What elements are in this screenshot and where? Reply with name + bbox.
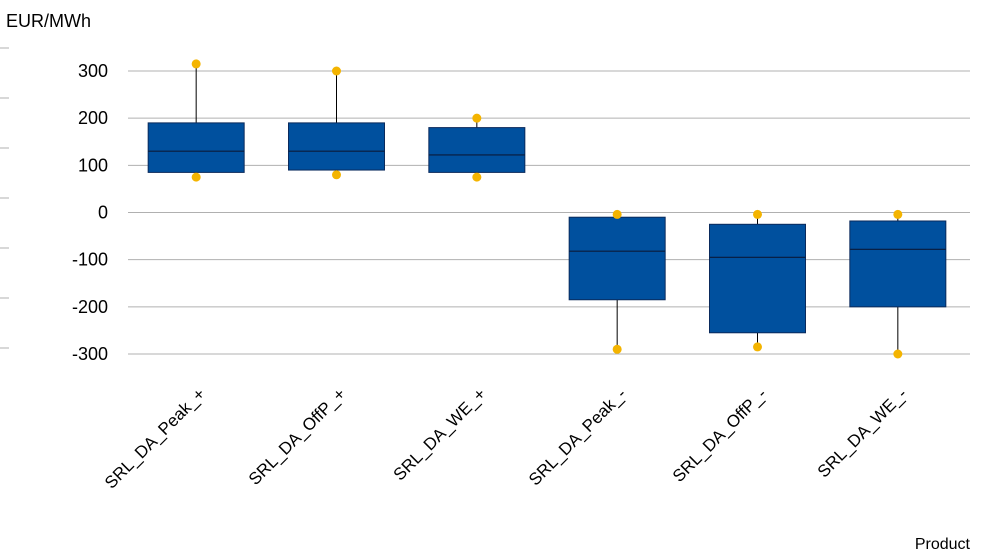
y-tick-label: 300 [78,61,108,81]
min-marker [753,342,762,352]
max-marker [612,209,622,219]
box-iqr [709,223,806,334]
category-label: SRL_DA_OffP_- [669,384,770,485]
max-marker [893,209,903,219]
max-marker [332,66,341,76]
category-labels: SRL_DA_Peak_+ SRL_DA_OffP_+ SRL_DA_WE_+ SRL… [101,384,911,492]
gridlines [128,70,970,355]
y-tick-label: -300 [72,344,108,364]
x-axis-title: Product [915,536,971,553]
max-marker [191,59,201,69]
max-marker [472,113,482,123]
y-tick-label: -100 [72,250,108,270]
category-label: SRL_DA_WE_+ [390,384,490,484]
y-tick-labels: 300 200 100 0 -100 -200 -300 [72,61,108,364]
max-marker [753,209,762,219]
box-5 [709,209,806,352]
category-label: SRL_DA_Peak_- [525,384,630,489]
box-iqr [147,122,245,173]
category-label: SRL_DA_Peak_+ [101,384,209,492]
box-iqr [568,216,666,301]
box-2 [288,66,385,180]
min-marker [893,349,903,359]
box-iqr [849,220,947,308]
y-tick-label: -200 [72,297,108,317]
y-tick-label: 0 [98,203,108,223]
boxes [147,59,947,359]
box-4 [568,209,666,354]
box-3 [428,113,526,182]
box-iqr [288,122,385,171]
box-6 [849,209,947,359]
category-label: SRL_DA_OffP_+ [245,384,349,488]
min-marker [332,170,341,180]
category-label: SRL_DA_WE_- [814,384,911,481]
min-marker [472,172,482,182]
left-axis-dashes [0,47,9,349]
y-tick-label: 100 [78,155,108,175]
box-1 [147,59,245,182]
y-tick-label: 200 [78,108,108,128]
min-marker [191,172,201,182]
box-iqr [428,127,526,173]
y-axis-title: EUR/MWh [6,11,91,31]
min-marker [612,344,622,354]
